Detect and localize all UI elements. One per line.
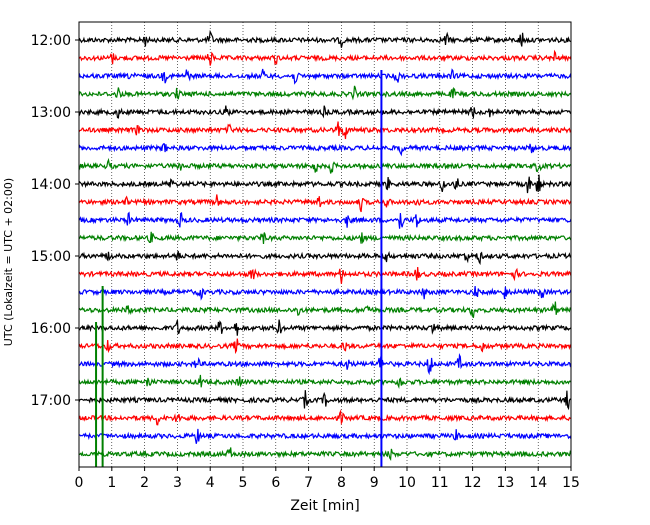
x-tick-label-12: 12 xyxy=(464,475,482,491)
trace-1645 xyxy=(78,374,572,389)
y-tick-layer: 12:00 13:00 14:00 15:00 16:00 17:00 xyxy=(31,33,79,409)
x-tick-label-9: 9 xyxy=(370,475,379,491)
trace-1530 xyxy=(78,285,572,301)
trace-1615 xyxy=(78,338,572,355)
y-tick-label-1600: 16:00 xyxy=(31,321,71,337)
trace-1500 xyxy=(78,250,572,266)
trace-1445 xyxy=(78,231,572,244)
trace-layer xyxy=(78,29,572,461)
spike-layer xyxy=(95,70,383,467)
x-tick-label-6: 6 xyxy=(271,475,280,491)
trace-1730 xyxy=(78,428,572,444)
trace-1215 xyxy=(78,49,572,66)
x-tick-label-0: 0 xyxy=(75,475,84,491)
x-tick-label-14: 14 xyxy=(529,475,547,491)
trace-1700 xyxy=(78,390,572,411)
y-tick-label-1700: 17:00 xyxy=(31,393,71,409)
y-tick-label-1400: 14:00 xyxy=(31,177,71,193)
trace-1745 xyxy=(78,447,572,461)
x-tick-label-8: 8 xyxy=(337,475,346,491)
x-tick-label-5: 5 xyxy=(239,475,248,491)
x-tick-label-13: 13 xyxy=(496,475,514,491)
trace-1315 xyxy=(78,121,572,140)
y-tick-label-1200: 12:00 xyxy=(31,33,71,49)
trace-1630 xyxy=(78,353,572,376)
trace-1300 xyxy=(78,105,572,120)
trace-1430 xyxy=(78,211,572,229)
grid-layer xyxy=(111,22,539,467)
trace-1345 xyxy=(78,157,572,174)
x-tick-label-2: 2 xyxy=(140,475,149,491)
trace-1230 xyxy=(78,68,572,85)
plot-frame xyxy=(78,21,572,468)
x-tick-label-10: 10 xyxy=(398,475,416,491)
x-tick-label-15: 15 xyxy=(562,475,580,491)
trace-1245 xyxy=(78,85,572,101)
x-tick-label-3: 3 xyxy=(173,475,182,491)
x-axis-label: Zeit [min] xyxy=(290,498,359,514)
trace-1400 xyxy=(78,174,572,194)
trace-1200 xyxy=(78,29,572,48)
trace-1515 xyxy=(78,267,572,284)
x-tick-label-1: 1 xyxy=(107,475,116,491)
y-axis-label: UTC (Lokalzeit = UTC + 02:00) xyxy=(2,178,15,346)
x-tick-label-4: 4 xyxy=(206,475,215,491)
x-tick-label-7: 7 xyxy=(304,475,313,491)
trace-1415 xyxy=(78,194,572,213)
trace-1330 xyxy=(78,143,572,157)
trace-1600 xyxy=(78,319,572,336)
x-tick-layer: 0 1 2 3 4 5 6 7 8 9 10 11 12 13 14 15 xyxy=(75,467,580,491)
trace-1545 xyxy=(78,301,572,318)
x-tick-label-11: 11 xyxy=(431,475,449,491)
trace-1715 xyxy=(78,408,572,426)
y-tick-label-1300: 13:00 xyxy=(31,105,71,121)
y-tick-label-1500: 15:00 xyxy=(31,249,71,265)
